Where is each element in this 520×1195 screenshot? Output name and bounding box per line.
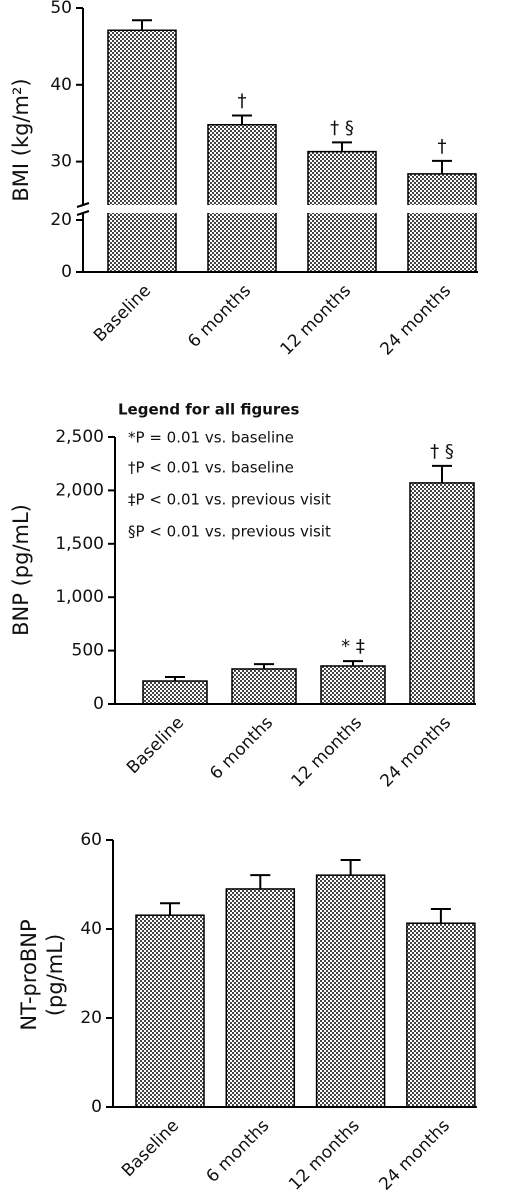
y-axis-label: BNP (pg/mL) [9,504,33,636]
error-bar [332,141,352,152]
bar [142,680,208,705]
bar [225,888,296,1108]
annotation: † § [430,441,454,462]
y-axis-label: NT-proBNP [17,919,41,1030]
bar [320,665,386,705]
error-bar [165,675,185,682]
axis-break-gap [75,205,485,213]
x-tick-label: 24 months [377,713,456,792]
annotation: † [238,91,247,112]
error-bar [250,874,271,889]
error-bar [232,114,252,125]
x-tick-label: 6 months [184,281,255,352]
annotation: * ‡ [341,636,365,657]
y-tick-label: 0 [61,262,72,282]
error-bar [432,159,452,174]
bar [409,482,475,705]
y-tick-label: 50 [50,0,72,18]
break-mark [76,210,90,216]
bar [207,123,277,273]
x-tick-label: Baseline [90,281,155,346]
y-tick-label: 1,500 [55,534,104,554]
bar [135,914,205,1108]
y-tick-label: 30 [50,152,72,172]
y-axis-label: BMI (kg/m²) [9,78,33,201]
annotation: † [438,136,447,157]
bar [231,668,297,705]
y-tick-label: 0 [91,1097,102,1117]
error-bar [343,660,363,666]
y-tick-label: 20 [50,210,72,230]
y-tick-label: 0 [93,694,104,714]
break-mark [76,202,90,208]
y-tick-label: 20 [80,1008,102,1028]
legend-title: Legend for all figures [118,401,299,419]
annotation: † § [330,117,354,138]
bar [406,922,476,1108]
x-tick-label: 24 months [375,1116,454,1195]
x-tick-label: 6 months [206,713,277,784]
x-tick-label: 12 months [285,1116,364,1195]
error-bar [340,859,361,876]
bar [107,29,177,273]
legend-item: §P < 0.01 vs. previous visit [128,523,331,541]
y-tick-label: 500 [72,641,104,661]
y-axis-label: (pg/mL) [43,934,67,1016]
y-tick-label: 1,000 [55,587,104,607]
x-tick-label: 6 months [202,1116,273,1187]
bar [315,874,386,1108]
x-tick-label: 24 months [377,281,456,360]
x-tick-label: Baseline [118,1116,183,1181]
bar [407,173,477,273]
error-bar [160,902,180,916]
legend-item: *P = 0.01 vs. baseline [128,429,294,447]
error-bar [132,19,152,31]
error-bar [432,464,452,483]
y-tick-label: 40 [80,919,102,939]
error-bar [254,663,274,669]
legend-item: ‡P < 0.01 vs. previous visit [128,491,331,509]
legend-item: †P < 0.01 vs. baseline [128,459,294,477]
error-bar [430,907,451,924]
y-tick-label: 40 [50,75,72,95]
x-tick-label: 12 months [288,713,367,792]
x-tick-label: 12 months [277,281,356,360]
y-tick-label: 60 [80,830,102,850]
y-tick-label: 2,000 [55,480,104,500]
y-tick-label: 2,500 [55,427,104,447]
x-tick-label: Baseline [123,713,188,778]
